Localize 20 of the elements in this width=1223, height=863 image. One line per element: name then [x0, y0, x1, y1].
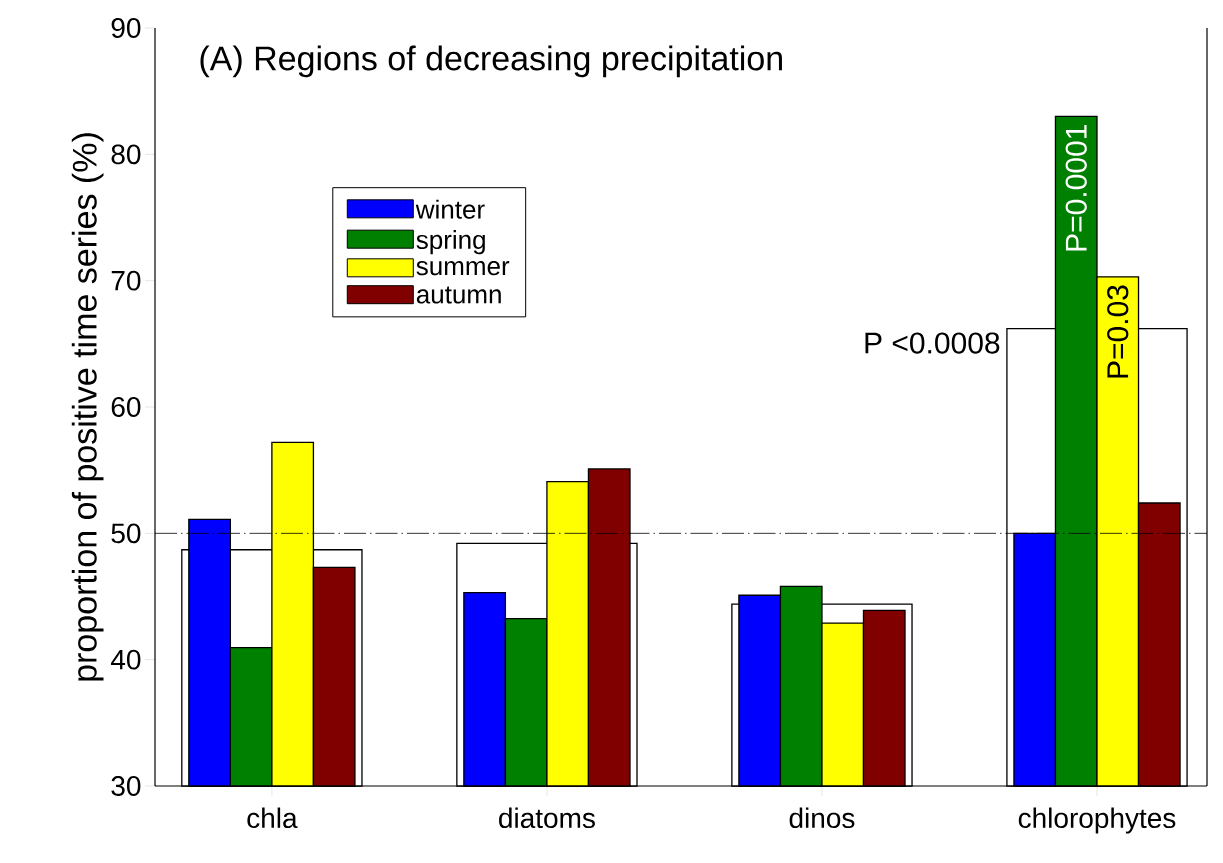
annotation: P=0.0001 [1065, 125, 1087, 251]
y-tick-label: 90 [111, 18, 141, 38]
annotation: P=0.03 [1107, 285, 1129, 378]
legend-label: autumn [416, 286, 501, 304]
y-tick-label: 80 [111, 144, 141, 165]
y-tick-label: 70 [111, 270, 141, 291]
legend-label: winter [415, 199, 485, 219]
x-tick-label: chla [247, 807, 298, 829]
x-tick-label: chlorophytes [1018, 807, 1176, 834]
legend-label: spring [416, 229, 485, 255]
y-tick-label: 60 [111, 397, 141, 417]
x-tick-label: dinos [789, 807, 855, 829]
y-tick-label: 30 [111, 776, 141, 796]
y-tick-label: 50 [111, 523, 141, 544]
annotation: P <0.0008 [865, 332, 1000, 354]
y-axis-title: proportion of positive time series (%) [71, 133, 104, 681]
y-tick-label: 40 [110, 649, 141, 670]
x-tick-label: diatoms [499, 807, 595, 829]
chart-title: (A) Regions of decreasing precipitation [200, 45, 782, 78]
legend-label: summer [416, 261, 510, 276]
